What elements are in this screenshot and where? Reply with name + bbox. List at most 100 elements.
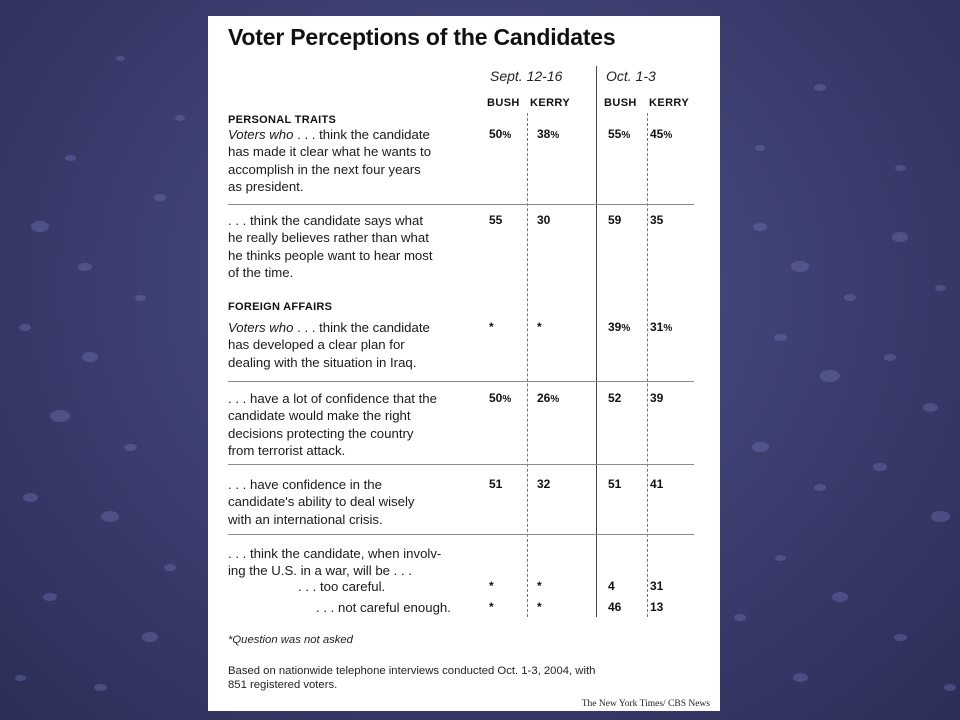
data-cell: 39 xyxy=(650,391,663,405)
cell-value: * xyxy=(489,320,494,334)
divider-periods xyxy=(596,66,597,617)
background-dot xyxy=(892,232,908,242)
footnote: *Question was not asked xyxy=(228,634,353,646)
cell-value: 50 xyxy=(489,127,503,141)
chart-title: Voter Perceptions of the Candidates xyxy=(228,24,616,50)
question-text: Voters who . . . think the candidate has … xyxy=(228,319,478,371)
data-cell: 39% xyxy=(608,320,630,334)
data-cell: 32 xyxy=(537,477,550,491)
question-line: . . . have confidence in the xyxy=(228,477,382,492)
question-line: he thinks people want to hear most xyxy=(228,247,433,263)
row-divider xyxy=(228,204,694,205)
question-text: . . . think the candidate, when involv-i… xyxy=(228,545,478,580)
poll-table-card: Voter Perceptions of the Candidates Sept… xyxy=(208,16,720,711)
data-cell: 35 xyxy=(650,213,663,227)
background-dot xyxy=(774,554,786,562)
background-dot xyxy=(930,510,950,522)
question-line: . . . think the candidate, when involv- xyxy=(228,546,442,561)
question-line: as president. xyxy=(228,178,304,194)
question-line: of the time. xyxy=(228,264,294,280)
background-dot xyxy=(832,592,848,602)
question-text: Voters who . . . think the candidate has … xyxy=(228,126,478,195)
cell-percent: % xyxy=(550,130,560,141)
data-cell: * xyxy=(489,600,494,614)
question-line: candidate's ability to deal wisely xyxy=(228,494,415,510)
data-cell: 26% xyxy=(537,391,559,405)
divider-oct xyxy=(647,113,648,617)
background-dot xyxy=(123,443,137,452)
question-text: . . . have a lot of confidence that the c… xyxy=(228,390,478,459)
cell-value: 35 xyxy=(650,213,664,227)
column-header-kerry-sept: KERRY xyxy=(530,97,571,109)
data-cell: 52 xyxy=(608,391,621,405)
question-text: . . . have confidence in the candidate's … xyxy=(228,476,478,528)
cell-value: 51 xyxy=(489,477,503,491)
question-line: from terrorist attack. xyxy=(228,442,346,458)
data-cell: 41 xyxy=(650,477,663,491)
section-heading: FOREIGN AFFAIRS xyxy=(228,301,333,313)
cell-percent: % xyxy=(621,130,631,141)
row-divider xyxy=(228,534,694,535)
background-dot xyxy=(142,632,158,642)
background-dot xyxy=(755,145,765,151)
background-dot xyxy=(791,261,809,272)
question-line: has developed a clear plan for xyxy=(228,337,405,353)
background-dot xyxy=(115,55,125,61)
source-note: Based on nationwide telephone interviews… xyxy=(228,664,595,692)
data-cell: 55 xyxy=(489,213,502,227)
cell-value: 31 xyxy=(650,320,664,334)
cell-value: 59 xyxy=(608,213,622,227)
background-dot xyxy=(814,484,826,492)
background-dot xyxy=(64,154,76,162)
source-note-line: Based on nationwide telephone interviews… xyxy=(228,665,596,677)
cell-percent: % xyxy=(621,323,631,334)
question-line: dealing with the situation in Iraq. xyxy=(228,354,417,370)
cell-value: * xyxy=(537,320,542,334)
period-label-oct: Oct. 1-3 xyxy=(606,68,656,84)
background-dot xyxy=(43,593,57,602)
background-dot xyxy=(944,684,956,692)
cell-value: 38 xyxy=(537,127,551,141)
question-line: accomplish in the next four years xyxy=(228,161,421,177)
cell-value: 45 xyxy=(650,127,664,141)
subrow-label: . . . not careful enough. xyxy=(316,600,451,615)
cell-value: 39 xyxy=(650,391,664,405)
background-dot xyxy=(844,294,856,302)
data-cell: 4 xyxy=(608,579,615,593)
data-cell: 55% xyxy=(608,127,630,141)
section-heading: PERSONAL TRAITS xyxy=(228,114,337,126)
background-dot xyxy=(50,410,70,422)
credit-line: The New York Times/ CBS News xyxy=(581,699,710,709)
data-cell: * xyxy=(537,579,542,593)
background-dot xyxy=(93,683,107,692)
data-cell: 51 xyxy=(489,477,502,491)
data-cell: 50% xyxy=(489,127,511,141)
cell-percent: % xyxy=(550,394,560,405)
background-dot xyxy=(734,614,746,622)
row-divider xyxy=(228,381,694,382)
cell-value: 50 xyxy=(489,391,503,405)
background-dot xyxy=(873,463,887,472)
question-line: Voters who . . . think the candidate xyxy=(228,127,430,142)
cell-value: 55 xyxy=(608,127,622,141)
cell-value: 51 xyxy=(608,477,622,491)
background-dot xyxy=(751,441,769,452)
data-cell: 31% xyxy=(650,320,672,334)
column-header-bush-sept: BUSH xyxy=(487,97,520,109)
data-cell: 13 xyxy=(650,600,664,614)
cell-value: 55 xyxy=(489,213,503,227)
cell-value: 32 xyxy=(537,477,551,491)
data-cell: * xyxy=(537,600,542,614)
question-line: . . . have a lot of confidence that the xyxy=(228,391,437,406)
data-cell: * xyxy=(489,320,494,334)
background-dot xyxy=(134,294,146,302)
cell-value: 30 xyxy=(537,213,551,227)
background-dot xyxy=(814,84,826,92)
data-cell: 31 xyxy=(650,579,664,593)
question-line: has made it clear what he wants to xyxy=(228,144,432,160)
data-cell: 50% xyxy=(489,391,511,405)
subrow-label: . . . too careful. xyxy=(298,579,386,594)
background-dot xyxy=(792,672,808,682)
question-text: . . . think the candidate says what he re… xyxy=(228,212,478,281)
background-dot xyxy=(934,284,946,292)
